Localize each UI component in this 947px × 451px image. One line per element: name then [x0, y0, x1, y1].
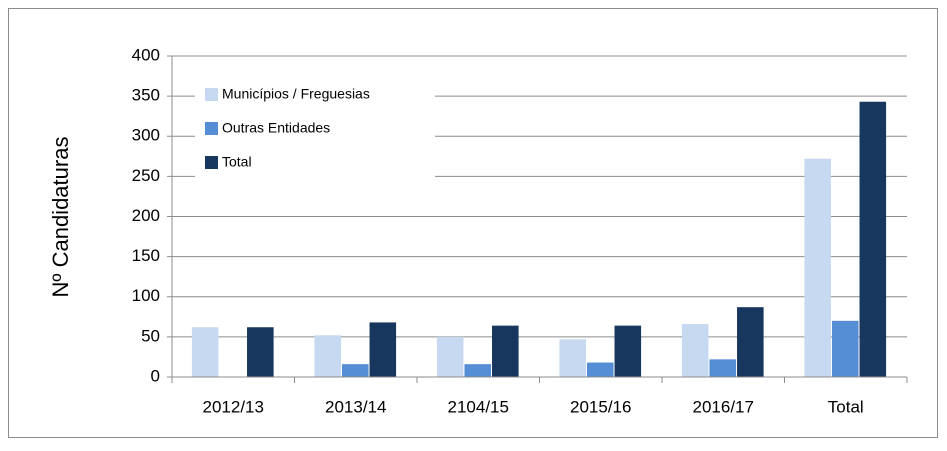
y-tick-label: 100 — [132, 286, 160, 305]
bar — [681, 324, 709, 377]
y-tick-label: 250 — [132, 166, 160, 185]
bar — [369, 322, 397, 377]
x-tick-label: Total — [828, 397, 864, 416]
y-axis-label: Nº Candidaturas — [48, 137, 73, 298]
x-tick-label: 2012/13 — [203, 397, 264, 416]
legend-swatch — [205, 156, 218, 169]
legend-swatch — [205, 122, 218, 135]
bar — [247, 327, 274, 377]
bar — [464, 364, 492, 377]
bar — [614, 325, 642, 377]
bar — [559, 339, 586, 377]
x-tick-label: 2016/17 — [693, 397, 754, 416]
bar — [586, 362, 614, 377]
legend-box — [195, 78, 435, 184]
legend-label: Total — [222, 154, 252, 170]
bar — [804, 158, 831, 377]
y-tick-label: 300 — [132, 126, 160, 145]
y-tick-label: 200 — [132, 206, 160, 225]
bar — [341, 364, 369, 377]
bar — [492, 325, 519, 377]
legend-label: Municípios / Freguesias — [222, 86, 370, 102]
bar — [859, 101, 887, 378]
y-tick-label: 50 — [141, 326, 160, 345]
y-tick-label: 0 — [151, 366, 160, 385]
bar — [831, 320, 859, 377]
bar — [436, 336, 464, 377]
y-tick-label: 150 — [132, 246, 160, 265]
x-tick-label: 2013/14 — [325, 397, 386, 416]
y-tick-label: 400 — [132, 45, 160, 64]
x-tick-label: 2015/16 — [570, 397, 631, 416]
x-tick-label: 2104/15 — [448, 397, 509, 416]
bar — [191, 327, 219, 377]
legend-swatch — [205, 88, 218, 101]
bar — [737, 307, 764, 377]
bar — [314, 335, 341, 377]
bar — [709, 359, 737, 377]
y-tick-label: 350 — [132, 86, 160, 105]
legend-label: Outras Entidades — [222, 120, 330, 136]
